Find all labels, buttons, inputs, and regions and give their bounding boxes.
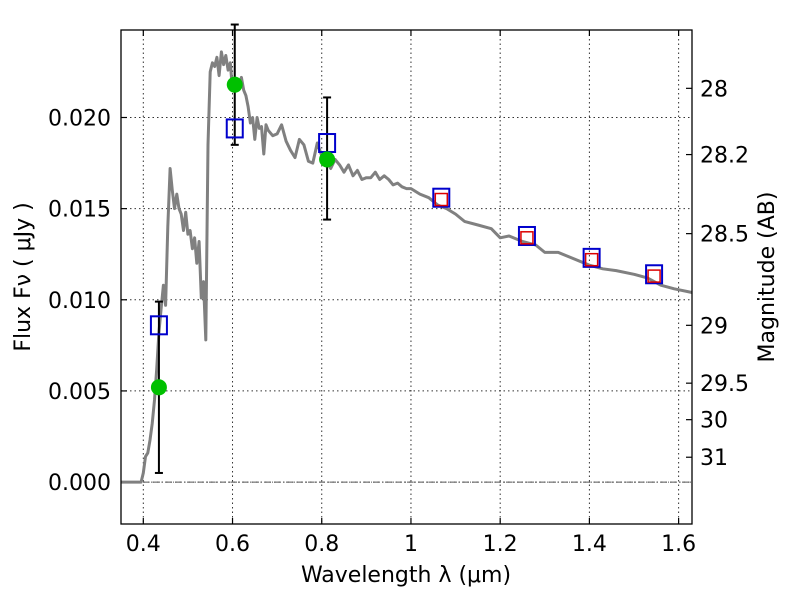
- model-photometry-square: [517, 225, 536, 246]
- x-axis-label: Wavelength λ (μm): [301, 563, 511, 588]
- mag-tick-label: 29.5: [700, 372, 749, 397]
- y-tick-label: 0.010: [48, 289, 111, 314]
- mag-tick-label: 29: [700, 314, 728, 339]
- model-photometry-square: [432, 187, 451, 208]
- y-axis-label: Flux Fν ( μJy ): [11, 202, 36, 351]
- y-tick-label: 0.005: [48, 380, 111, 405]
- mag-tick-label: 30: [700, 409, 728, 434]
- model-photometry-square: [645, 264, 664, 285]
- x-tick-label: 1: [404, 532, 418, 557]
- mag-tick-label: 28.2: [700, 144, 749, 169]
- y-tick-label: 0.020: [48, 106, 111, 131]
- plot-frame: [120, 29, 693, 525]
- observed-flux-point: [226, 76, 243, 93]
- model-photometry-square: [149, 315, 168, 336]
- tick-labels: 0.4 0.6 0.8 1 1.2 1.4 1.6 0.000 0.005 0.010 0.015 0…: [48, 77, 749, 557]
- axis-ticks: [121, 30, 692, 524]
- model-photometry-square: [225, 118, 244, 139]
- x-tick-label: 0.6: [215, 532, 250, 557]
- y-tick-label: 0.000: [48, 471, 111, 496]
- x-tick-label: 1.4: [572, 532, 607, 557]
- model-photometry-square: [582, 247, 601, 268]
- mag-tick-label: 28.5: [700, 223, 749, 248]
- x-tick-label: 0.8: [304, 532, 339, 557]
- y-tick-label: 0.015: [48, 198, 111, 223]
- model-photometry-inner-square: [647, 269, 661, 283]
- model-photometry-inner-square: [520, 231, 534, 245]
- model-photometry-inner-square: [434, 192, 449, 207]
- grid-lines: [121, 30, 692, 524]
- x-tick-label: 1.2: [483, 532, 518, 557]
- observed-flux-point: [319, 151, 336, 168]
- x-tick-label: 1.6: [661, 532, 696, 557]
- model-spectrum-line: [121, 50, 693, 484]
- mag-tick-label: 28: [700, 77, 728, 102]
- plot-area: [121, 23, 693, 484]
- mag-tick-label: 31: [700, 446, 728, 471]
- observed-flux-point: [150, 379, 167, 396]
- model-photometry-inner-square: [584, 252, 599, 267]
- y2-axis-label: Magnitude (AB): [755, 192, 780, 363]
- x-tick-label: 0.4: [126, 532, 161, 557]
